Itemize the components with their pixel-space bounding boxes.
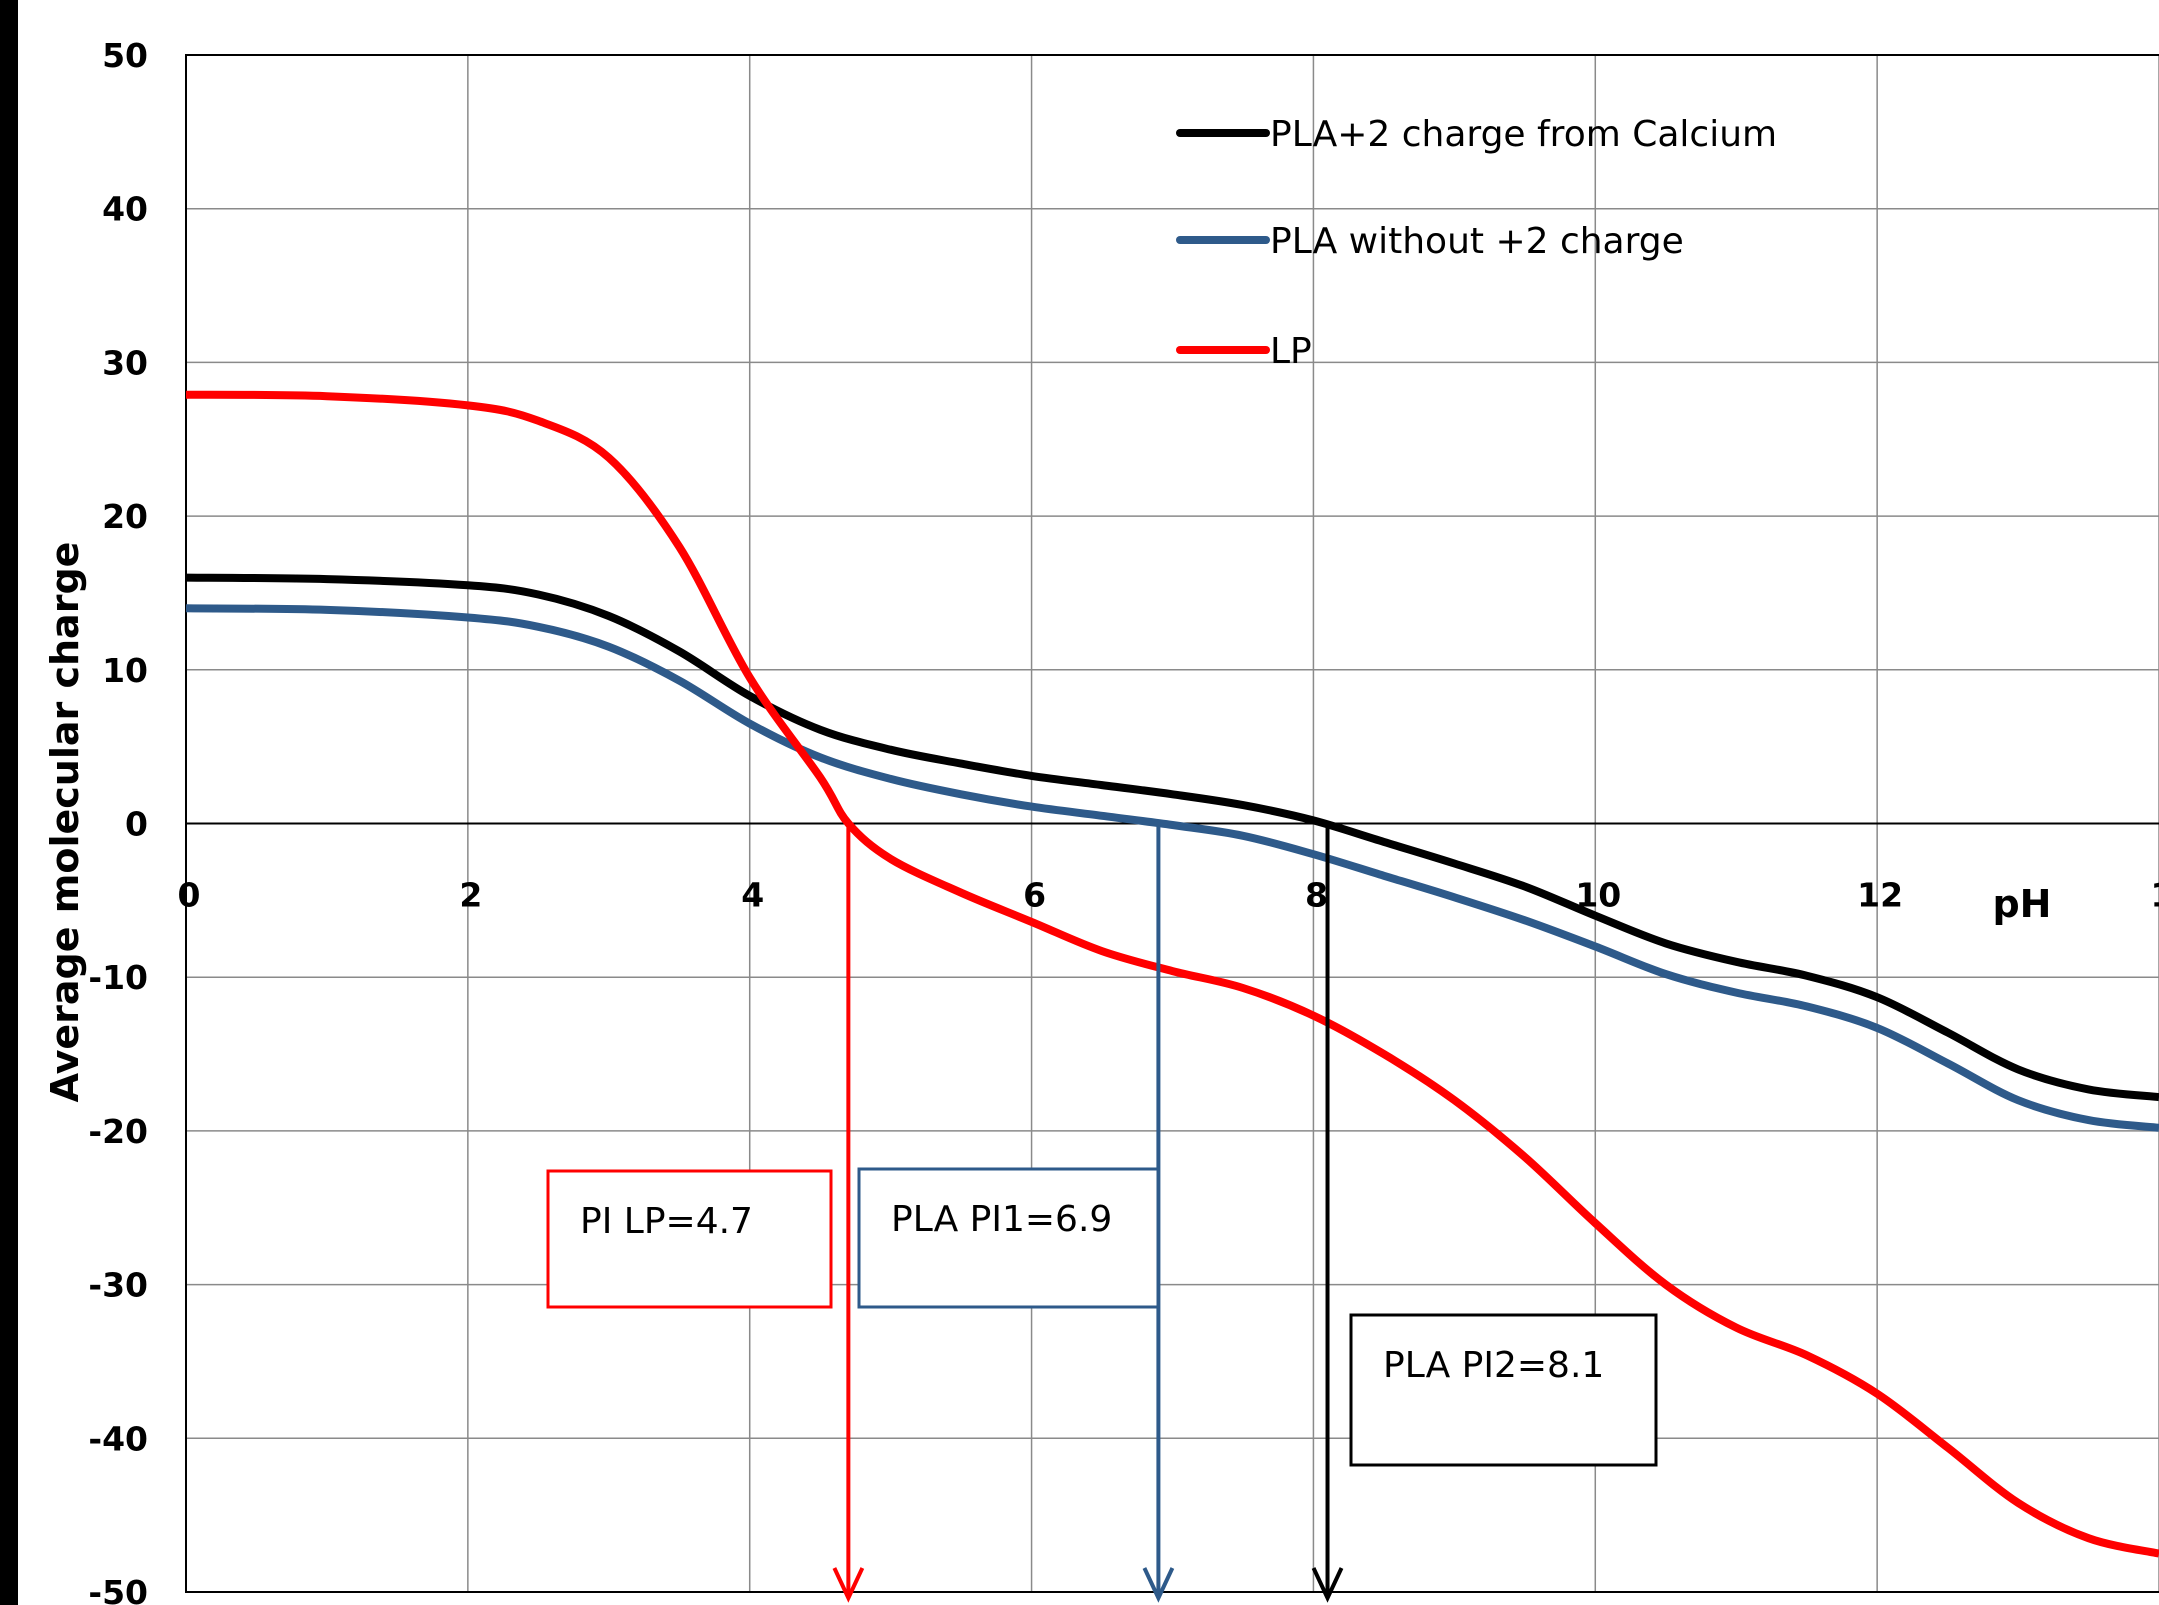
- y-tick-label: -30: [88, 1266, 148, 1305]
- legend: PLA+2 charge from Calcium PLA without +2 …: [1176, 114, 1777, 372]
- y-tick-label: 10: [102, 651, 148, 690]
- y-tick-label: -10: [88, 958, 148, 997]
- y-tick-label: -50: [88, 1573, 148, 1605]
- x-tick-label: 1: [2151, 876, 2159, 915]
- x-tick-label: 6: [1023, 876, 1046, 915]
- x-axis-label-ph: pH: [1992, 882, 2051, 926]
- y-tick-label: -40: [88, 1419, 148, 1458]
- x-tick-label: 4: [741, 876, 764, 915]
- y-axis-ticks: 50 40 30 20 10 0 -10 -20 -30 -40 -50: [88, 36, 148, 1605]
- legend-label: PLA without +2 charge: [1270, 221, 1684, 262]
- series-lines: [185, 390, 2159, 1558]
- annotation-pla-pi1-arrow-head: [1142, 1567, 1175, 1603]
- series-line-pla-calcium: [185, 573, 2159, 1102]
- x-tick-label: 8: [1305, 876, 1328, 915]
- y-tick-label: 40: [102, 190, 148, 229]
- annotation-pla-pi1-box: [857, 1167, 1160, 1309]
- series-line-lp: [185, 390, 2159, 1558]
- y-tick-label: 50: [102, 36, 148, 75]
- annotation-pla-pi1-label: PLA PI1=6.9: [891, 1199, 1112, 1240]
- annotation-pla-pi2-arrow-head: [1311, 1567, 1344, 1603]
- annotation-pi-lp-box: [546, 1169, 833, 1309]
- x-axis-ticks: 0246810121: [178, 876, 2159, 915]
- pi-annotations: PI LP=4.7 PLA PI1=6.9 PLA PI2=8.1: [546, 823, 1658, 1603]
- y-axis-label: Average molecular charge: [43, 542, 87, 1103]
- y-tick-label: 0: [125, 805, 148, 844]
- annotation-pla-pi2-box: [1349, 1313, 1658, 1467]
- series-line-pla-without-charge: [185, 604, 2159, 1132]
- legend-label: LP: [1270, 331, 1312, 372]
- y-tick-label: -20: [88, 1112, 148, 1151]
- y-tick-label: 20: [102, 497, 148, 536]
- x-tick-label: 12: [1857, 876, 1903, 915]
- annotation-pi-lp-arrow-head: [832, 1567, 865, 1603]
- x-tick-label: 2: [459, 876, 482, 915]
- left-frame-bar: [0, 0, 18, 1605]
- annotation-pi-lp-label: PI LP=4.7: [580, 1201, 753, 1242]
- annotation-pla-pi2-label: PLA PI2=8.1: [1383, 1345, 1604, 1386]
- legend-label: PLA+2 charge from Calcium: [1270, 114, 1777, 155]
- y-tick-label: 30: [102, 343, 148, 382]
- x-tick-label: 0: [178, 876, 201, 915]
